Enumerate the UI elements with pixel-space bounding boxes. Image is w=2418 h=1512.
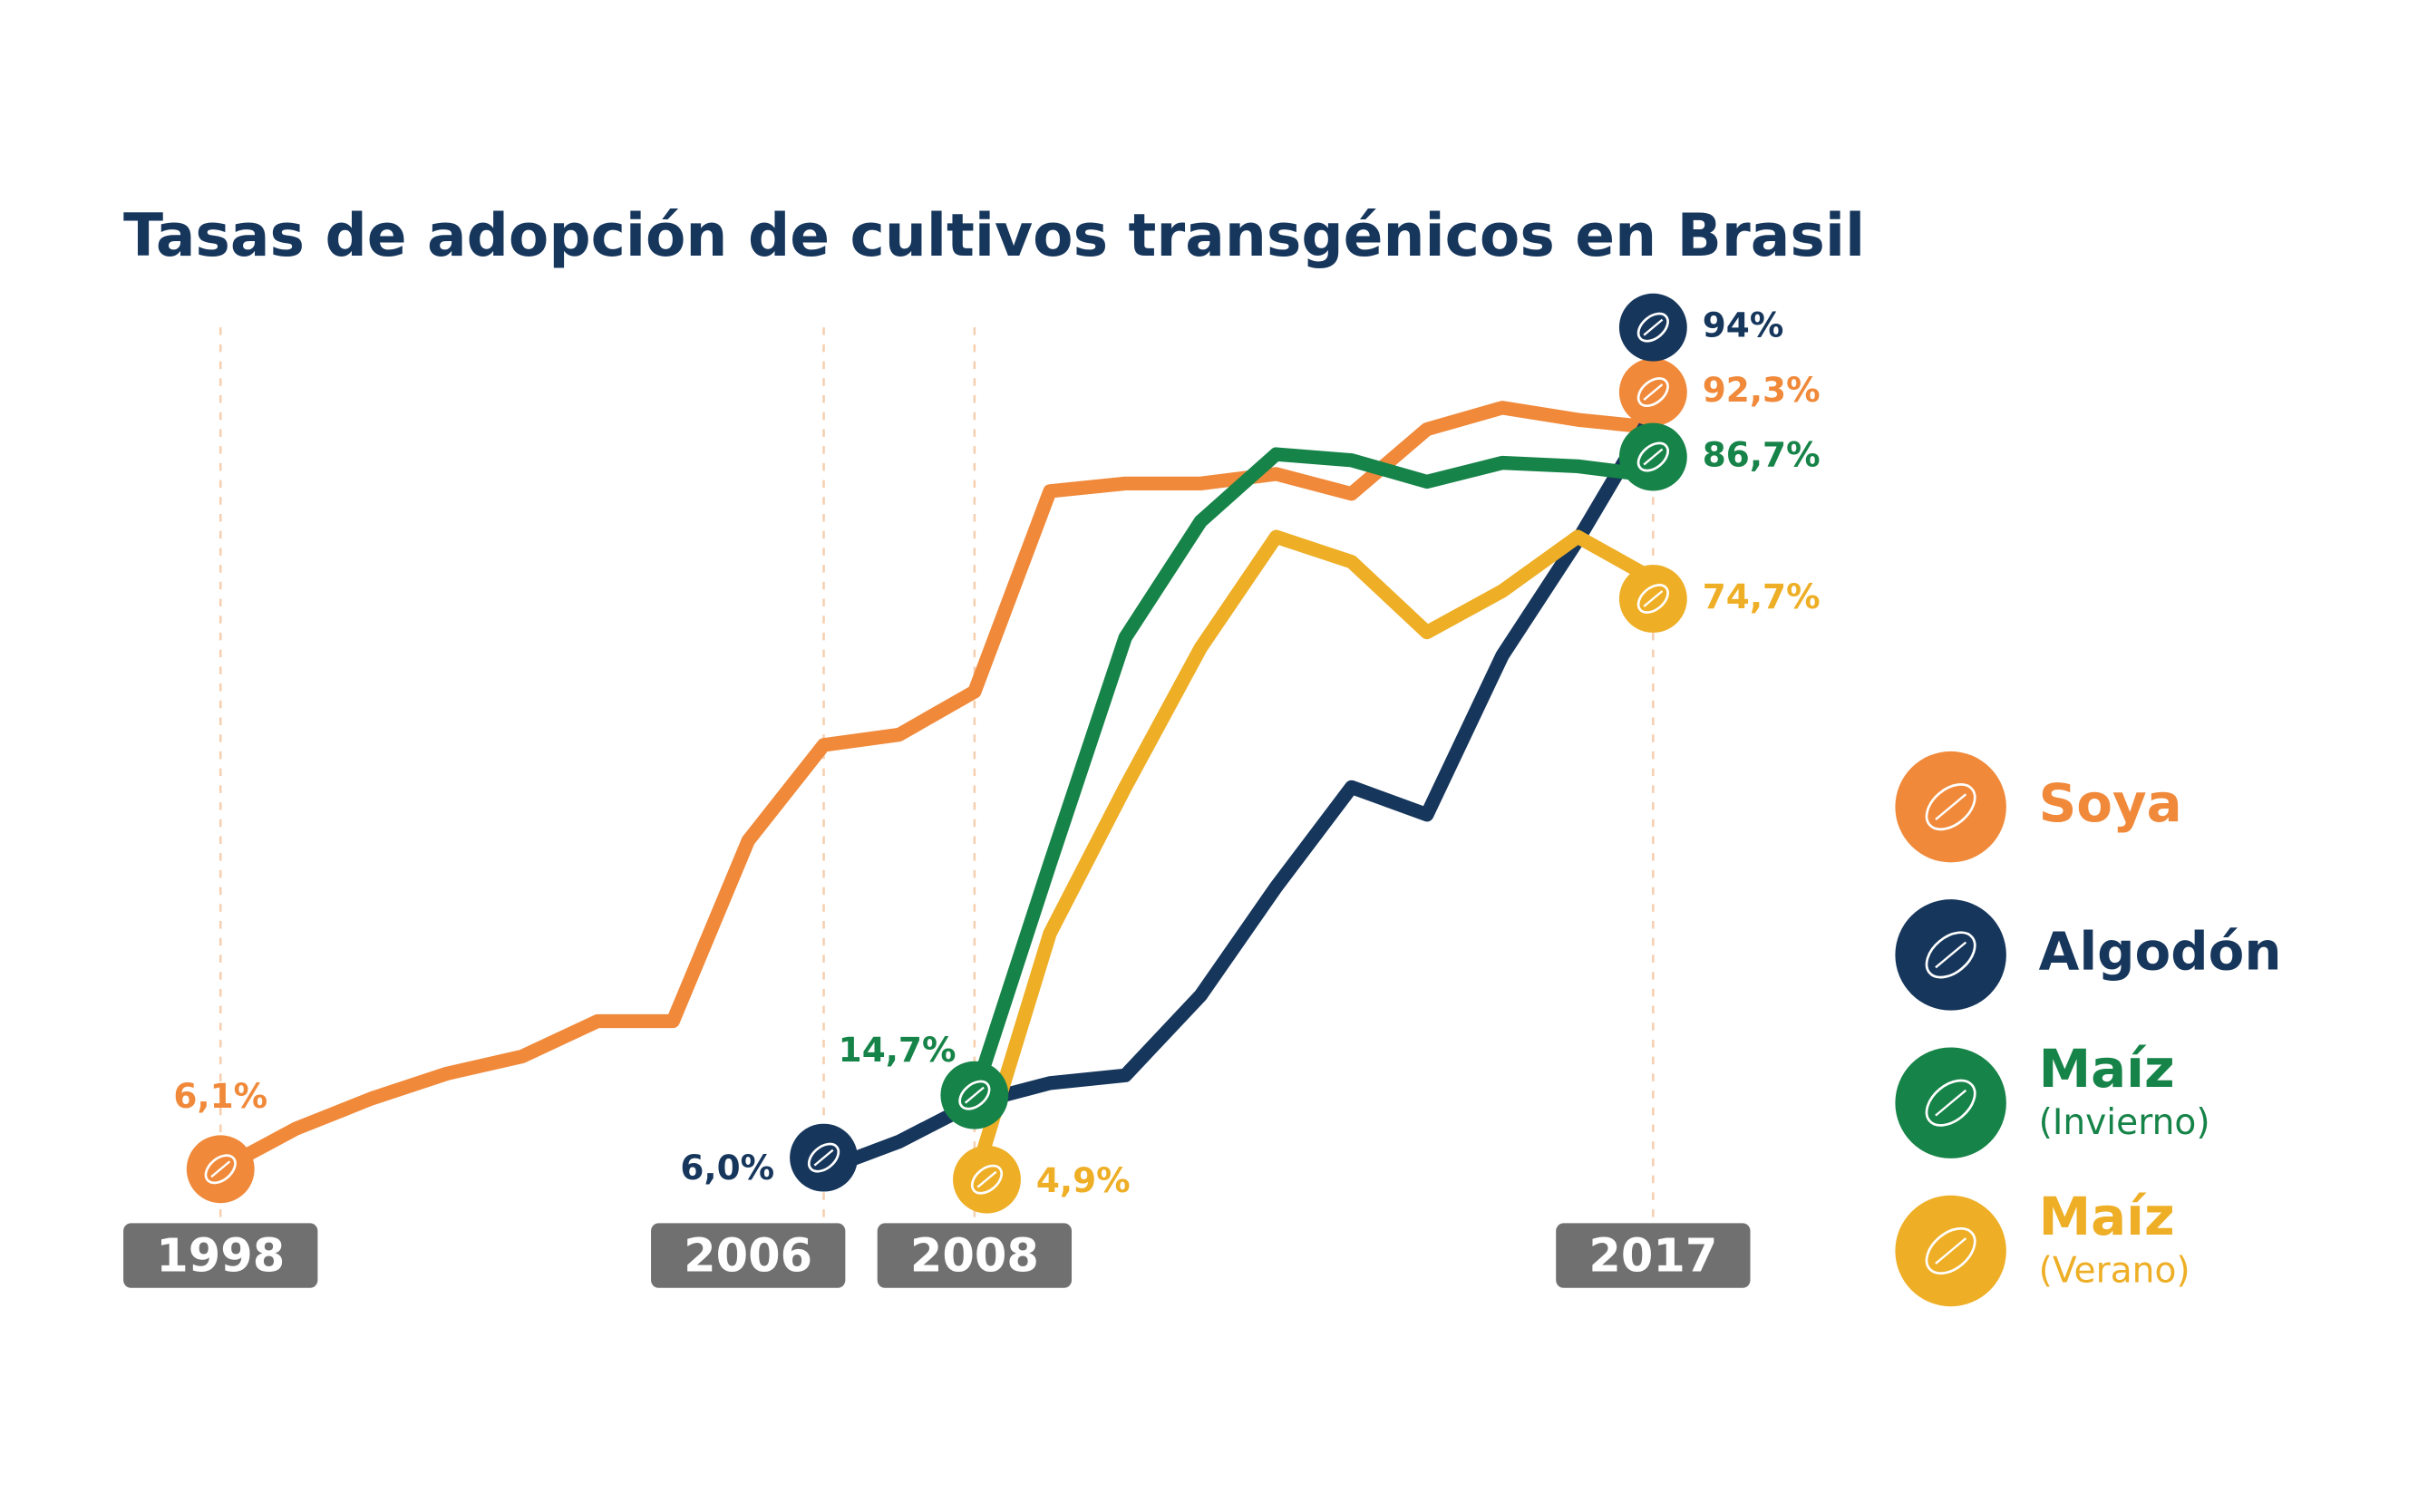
icon xyxy=(1935,793,1967,820)
icon xyxy=(210,1160,231,1178)
x-tick-box xyxy=(651,1223,846,1288)
x-tick-label: 2006 xyxy=(684,1229,812,1283)
series-line xyxy=(217,401,1655,1176)
icon xyxy=(1643,318,1664,336)
x-tick-box xyxy=(1556,1223,1751,1288)
icon xyxy=(1925,931,1976,979)
icon xyxy=(1636,441,1669,472)
icon xyxy=(807,1142,840,1173)
x-tick-label: 2008 xyxy=(910,1229,1039,1283)
chart-title: Tasas de adopción de cultivos transgénic… xyxy=(123,202,1865,270)
icon xyxy=(1925,1226,1976,1275)
legend-label: Soya xyxy=(2039,772,2182,834)
value-label: 6,0% xyxy=(680,1148,774,1187)
legend-label: Maíz xyxy=(2039,1038,2175,1100)
icon xyxy=(964,1086,985,1104)
value-label: 86,7% xyxy=(1703,435,1821,475)
icon xyxy=(1925,1079,1976,1127)
icon xyxy=(1643,448,1664,466)
x-tick-label: 2017 xyxy=(1588,1229,1717,1283)
value-label: 6,1% xyxy=(173,1076,267,1116)
icon xyxy=(1935,1237,1967,1265)
x-tick-label: 1998 xyxy=(156,1229,285,1283)
icon xyxy=(1636,377,1669,408)
value-label: 92,3% xyxy=(1703,370,1821,410)
icon xyxy=(1643,383,1664,402)
icon xyxy=(958,1080,991,1110)
value-label: 94% xyxy=(1703,305,1784,345)
value-label: 74,7% xyxy=(1703,577,1821,616)
icon xyxy=(1935,941,1967,969)
value-label: 4,9% xyxy=(1036,1160,1131,1200)
icon xyxy=(970,1164,1004,1195)
icon xyxy=(1935,1089,1967,1117)
legend-label: Maíz xyxy=(2039,1186,2175,1247)
icon xyxy=(813,1149,834,1167)
legend-label: Algodón xyxy=(2039,921,2282,983)
series-line xyxy=(967,529,1657,1182)
legend-sublabel: (Verano) xyxy=(2039,1250,2190,1291)
series-line xyxy=(967,447,1655,1098)
x-tick-box xyxy=(123,1223,318,1288)
icon xyxy=(1636,584,1669,614)
icon xyxy=(1636,312,1669,343)
x-tick-box xyxy=(877,1223,1073,1288)
legend-sublabel: (Invierno) xyxy=(2039,1102,2210,1143)
icon xyxy=(204,1154,237,1185)
icon xyxy=(1925,783,1976,831)
value-label: 14,7% xyxy=(839,1030,957,1070)
icon xyxy=(1643,590,1664,607)
icon xyxy=(976,1170,997,1188)
